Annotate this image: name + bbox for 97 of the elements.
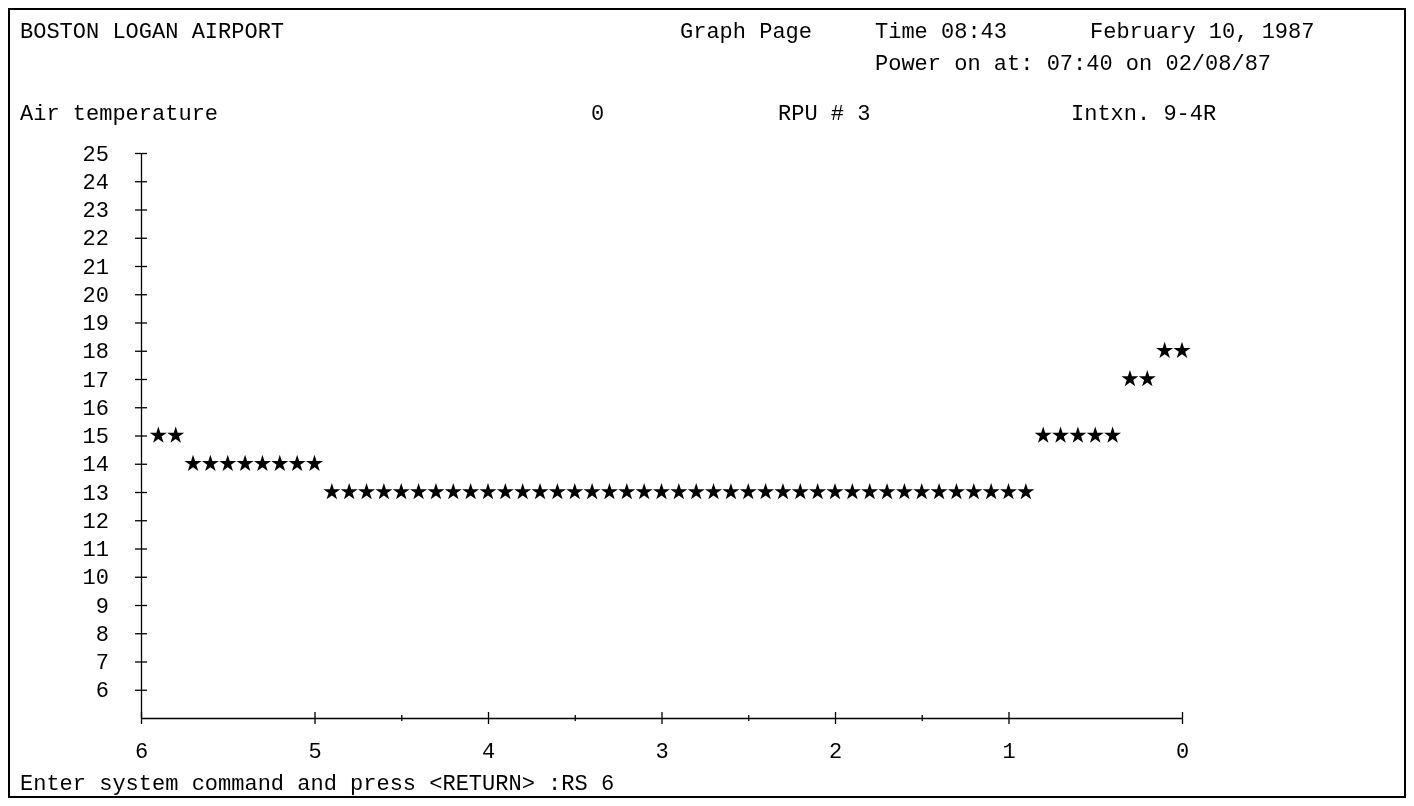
x-tick-label: 4 bbox=[481, 739, 496, 765]
point bbox=[479, 483, 497, 500]
point bbox=[410, 483, 428, 500]
point bbox=[219, 454, 237, 471]
x-tick-label: 6 bbox=[134, 739, 149, 765]
y-tick-label: 6 bbox=[95, 679, 109, 705]
x-tick-label: 3 bbox=[655, 739, 669, 765]
point bbox=[531, 483, 549, 500]
point bbox=[340, 483, 358, 500]
point bbox=[861, 483, 879, 500]
point bbox=[982, 483, 1000, 500]
y-axis-title: Air temperature bbox=[20, 102, 219, 127]
y-tick-label: 18 bbox=[82, 340, 109, 366]
y-tick-label: 20 bbox=[82, 283, 109, 309]
text: Intxn. 9-4R bbox=[1071, 102, 1217, 127]
point bbox=[1052, 426, 1070, 443]
text: Time 08:43 bbox=[875, 20, 1008, 45]
y-tick-label: 16 bbox=[82, 396, 109, 422]
point bbox=[566, 483, 584, 500]
text: RPU # 3 bbox=[778, 102, 871, 127]
point bbox=[1138, 370, 1156, 387]
point bbox=[1156, 341, 1174, 358]
point bbox=[705, 483, 723, 500]
point bbox=[652, 483, 671, 500]
point bbox=[1086, 426, 1104, 443]
y-tick-label: 23 bbox=[82, 199, 109, 225]
point bbox=[392, 483, 410, 500]
point bbox=[895, 483, 913, 500]
point bbox=[826, 483, 844, 500]
point bbox=[965, 483, 983, 500]
point bbox=[843, 483, 861, 500]
point bbox=[930, 483, 948, 500]
point bbox=[427, 483, 445, 500]
point bbox=[999, 483, 1018, 500]
y-tick-label: 11 bbox=[82, 538, 109, 564]
point bbox=[271, 454, 289, 471]
point bbox=[201, 454, 219, 471]
point bbox=[305, 454, 324, 471]
point bbox=[236, 454, 254, 471]
x-tick-label: 5 bbox=[308, 739, 322, 765]
point bbox=[167, 426, 185, 443]
y-tick-label: 12 bbox=[82, 509, 109, 535]
point bbox=[687, 483, 705, 500]
point bbox=[913, 483, 931, 500]
point bbox=[514, 483, 532, 500]
y-tick-label: 8 bbox=[95, 622, 109, 648]
point bbox=[548, 483, 566, 500]
y-tick-label: 22 bbox=[82, 227, 109, 253]
point bbox=[1034, 426, 1052, 443]
point bbox=[288, 454, 306, 471]
point bbox=[253, 454, 271, 471]
point bbox=[600, 483, 618, 500]
point bbox=[791, 483, 809, 500]
y-tick-label: 9 bbox=[95, 594, 109, 620]
point bbox=[375, 483, 393, 500]
point bbox=[722, 483, 740, 500]
y-tick-label: 13 bbox=[82, 481, 109, 507]
point bbox=[184, 454, 202, 471]
point bbox=[149, 426, 167, 443]
y-tick-label: 25 bbox=[82, 142, 109, 168]
point bbox=[739, 483, 757, 500]
y-tick-label: 19 bbox=[82, 312, 109, 338]
point bbox=[757, 483, 775, 500]
point bbox=[878, 483, 896, 500]
y-tick-label: 17 bbox=[82, 368, 109, 394]
text: February 10, 1987 bbox=[1090, 20, 1315, 45]
point bbox=[947, 483, 965, 500]
point bbox=[1121, 370, 1139, 387]
point bbox=[496, 483, 514, 500]
text: 0 bbox=[591, 102, 605, 127]
y-tick-label: 10 bbox=[82, 566, 109, 592]
point bbox=[774, 483, 792, 500]
point bbox=[583, 483, 601, 500]
point bbox=[809, 483, 827, 500]
point bbox=[1017, 483, 1035, 500]
text: Enter system command and press <RETURN> :RS 6 bbox=[20, 772, 615, 797]
y-tick-label: 7 bbox=[95, 651, 109, 677]
y-tick-label: 14 bbox=[82, 453, 109, 479]
point bbox=[1173, 341, 1191, 358]
text: Graph Page bbox=[680, 20, 813, 45]
point bbox=[462, 483, 480, 500]
x-tick-label: 1 bbox=[1002, 739, 1016, 765]
point bbox=[323, 483, 341, 500]
x-tick-label: 0 bbox=[1175, 739, 1190, 765]
x-tick-label: 2 bbox=[828, 739, 843, 765]
chart-title: BOSTON LOGAN AIRPORT bbox=[20, 20, 285, 45]
point bbox=[1104, 426, 1122, 443]
point bbox=[635, 483, 653, 500]
y-tick-label: 21 bbox=[82, 255, 109, 281]
point bbox=[618, 483, 636, 500]
text: Power on at: 07:40 on 02/08/87 bbox=[875, 52, 1272, 77]
point bbox=[670, 483, 688, 500]
point bbox=[444, 483, 462, 500]
y-tick-label: 15 bbox=[82, 425, 109, 451]
point bbox=[1069, 426, 1087, 443]
y-tick-label: 24 bbox=[82, 170, 109, 196]
point bbox=[358, 483, 376, 500]
